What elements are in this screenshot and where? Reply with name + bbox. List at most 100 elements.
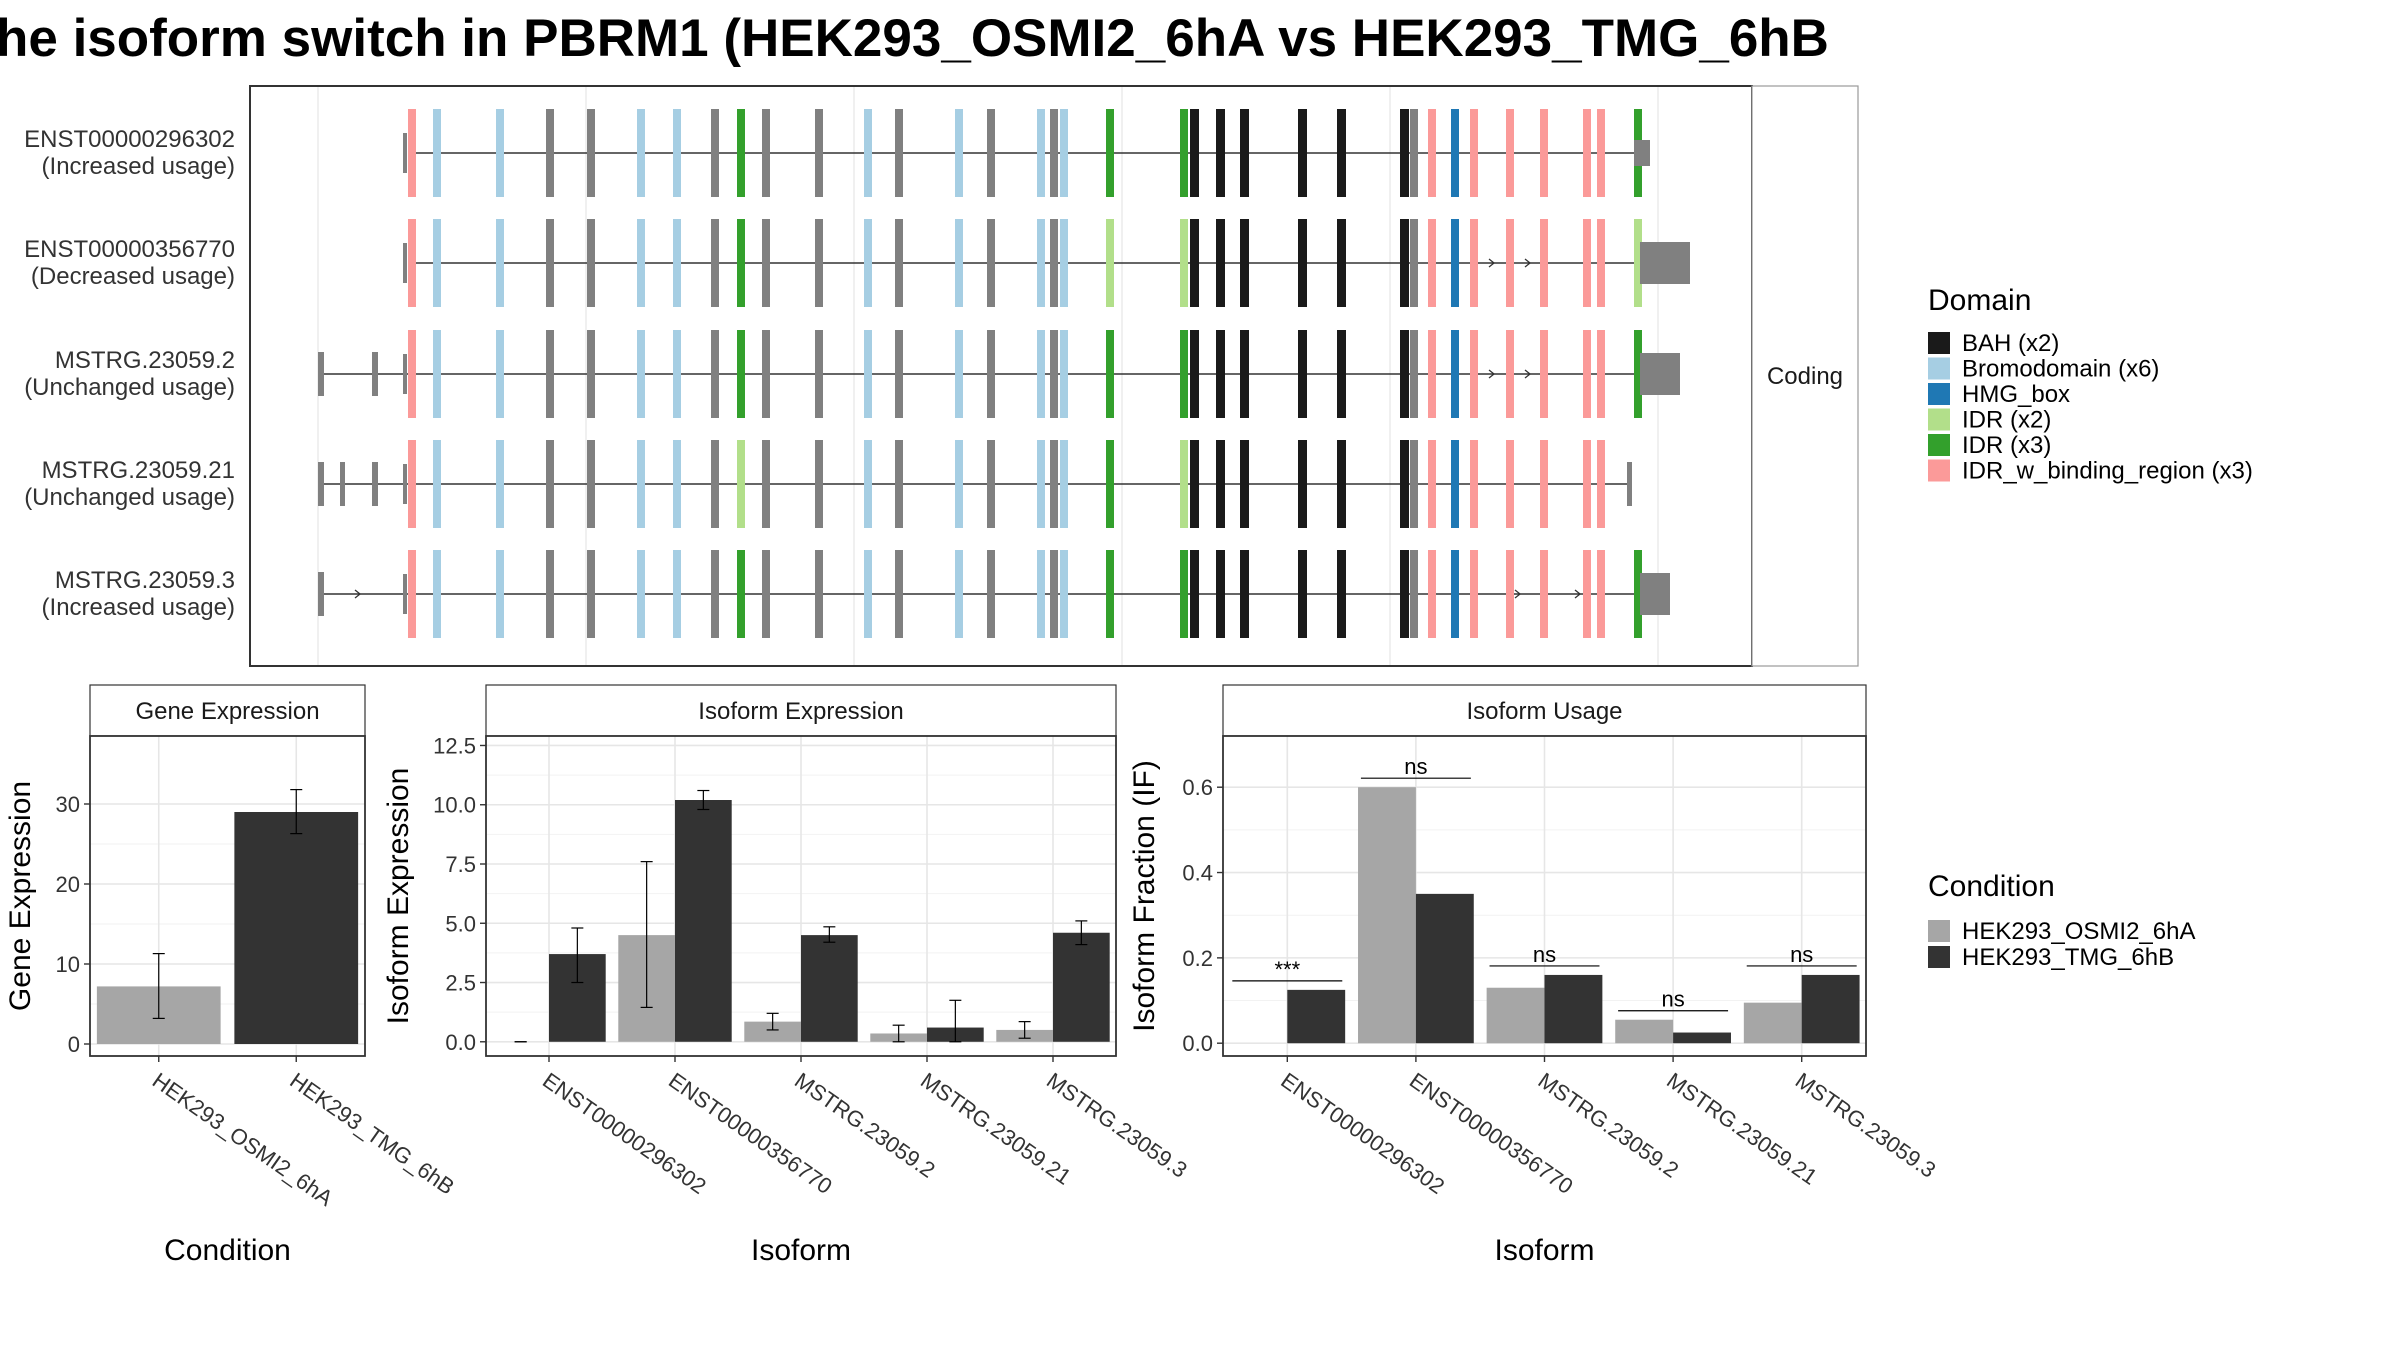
bar [1801,974,1860,1044]
domain-exon [737,219,745,307]
domain-exon [637,330,645,418]
domain-exon [895,550,903,638]
domain-exon [673,440,681,528]
domain-exon [1216,330,1225,418]
y-tick-label: 20 [56,872,80,897]
domain-exon [1190,440,1199,528]
chart-title: Gene Expression [135,698,319,725]
domain-exon [1180,330,1188,418]
y-tick-label: 5.0 [445,911,476,936]
isoform-row-usage: (Increased usage) [42,153,235,180]
y-tick-label: 0.0 [445,1030,476,1055]
domain-exon [1470,440,1478,528]
domain-legend-swatch [1928,459,1950,482]
domain-exon [1060,330,1068,418]
domain-exon [815,219,823,307]
domain-exon [1506,219,1514,307]
domain-exon [1337,219,1346,307]
significance-label: ns [1533,942,1556,967]
transcript-row [318,550,1670,638]
significance-label: ns [1404,754,1427,779]
y-tick-label: 12.5 [433,733,476,758]
domain-exon [955,330,963,418]
domain-exon [1451,219,1459,307]
x-axis-title: Isoform [1494,1234,1594,1267]
domain-exon [987,109,995,197]
domain-exon [1216,440,1225,528]
domain-exon [762,109,770,197]
domain-exon [1037,330,1045,418]
domain-exon [1050,550,1058,638]
isoform-expression-chart: Isoform Expression0.02.55.07.510.012.5EN… [382,684,1192,1267]
domain-exon [1337,330,1346,418]
domain-exon [1400,550,1409,638]
domain-exon [1583,330,1591,418]
domain-exon [1540,109,1548,197]
domain-exon [1410,109,1418,197]
y-tick-label: 10 [56,952,80,977]
domain-legend-label: IDR (x3) [1962,432,2051,459]
domain-exon [1298,550,1307,638]
utr-exon [372,352,378,396]
domain-exon [1180,440,1188,528]
domain-exon [673,219,681,307]
domain-exon [546,440,554,528]
domain-exon [1410,440,1418,528]
utr-exon [403,243,407,283]
domain-exon [955,550,963,638]
domain-legend-label: Bromodomain (x6) [1962,356,2159,383]
domain-exon [587,219,595,307]
domain-exon [1540,440,1548,528]
bar [1615,1019,1674,1044]
domain-exon [433,550,441,638]
domain-exon [895,330,903,418]
domain-exon [762,440,770,528]
facet-strip [89,684,366,737]
domain-exon [673,550,681,638]
domain-exon [762,550,770,638]
domain-exon [1060,109,1068,197]
domain-exon [737,440,745,528]
domain-exon [815,550,823,638]
domain-exon [546,109,554,197]
domain-exon [1037,440,1045,528]
domain-exon [1583,550,1591,638]
domain-exon [1470,219,1478,307]
domain-exon [433,330,441,418]
chart-title: Isoform Usage [1466,698,1622,725]
significance-label: ns [1661,987,1684,1012]
bar [801,935,858,1042]
domain-exon [433,440,441,528]
domain-exon [1337,440,1346,528]
bar [1673,1032,1731,1044]
domain-exon [1037,550,1045,638]
domain-exon [1451,440,1459,528]
domain-exon [587,440,595,528]
y-axis-title: Gene Expression [4,781,37,1011]
utr-exon [1640,573,1670,615]
strand-arrow [354,589,362,599]
domain-exon [711,330,719,418]
domain-exon [1060,440,1068,528]
domain-exon [546,550,554,638]
domain-exon [1597,550,1605,638]
domain-exon [587,330,595,418]
domain-exon [496,330,504,418]
domain-exon [864,219,872,307]
domain-exon [1540,550,1548,638]
y-tick-label: 0.0 [1182,1031,1213,1056]
domain-exon [1106,550,1114,638]
domain-exon [1060,219,1068,307]
domain-exon [1337,109,1346,197]
domain-exon [433,109,441,197]
bar [1287,989,1346,1044]
utr-exon [340,462,345,506]
strand-arrow [1574,589,1582,599]
bar [1743,1002,1802,1044]
domain-exon [637,109,645,197]
bar [1053,932,1110,1042]
domain-exon [987,550,995,638]
domain-exon [1583,219,1591,307]
strand-arrow [1488,258,1496,268]
